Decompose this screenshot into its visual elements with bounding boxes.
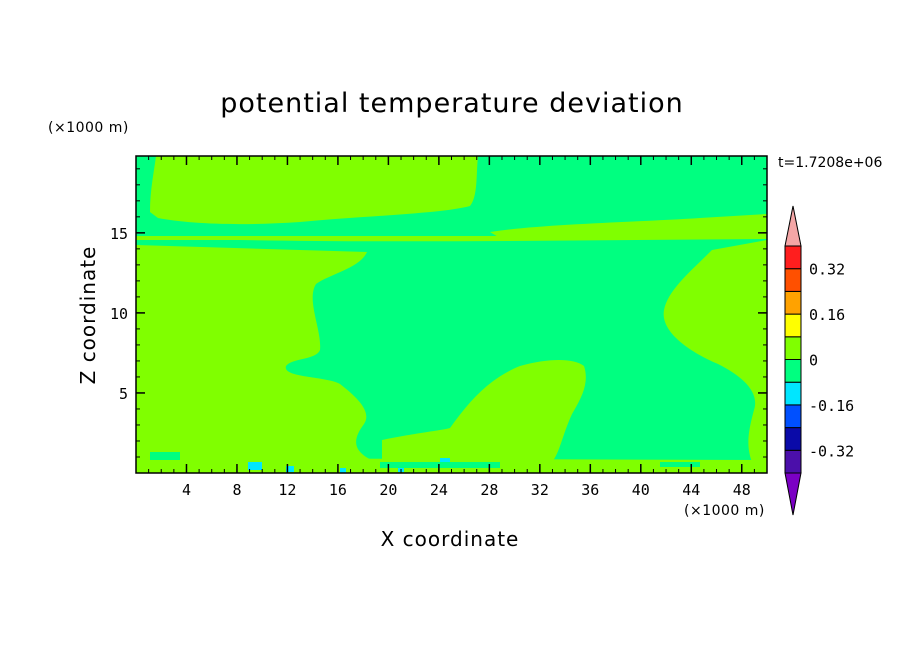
contour-field: [136, 156, 767, 473]
colorbar-box: [784, 290, 802, 315]
colorbar-box: [784, 268, 802, 292]
field-positive-center-bump: [382, 360, 586, 462]
x-tick-label: 20: [379, 481, 397, 499]
x-tick-label: 12: [278, 481, 296, 499]
colorbar-label: 0.32: [809, 261, 845, 279]
colorbar-label: 0.16: [809, 306, 845, 324]
x-tick-label: 28: [480, 481, 498, 499]
time-label: t=1.7208e+06: [778, 155, 883, 171]
x-tick-label: 40: [632, 481, 650, 499]
field-surface-negative-patches: [150, 452, 700, 468]
colorbar-box: [784, 313, 802, 338]
colorbar-box: [784, 449, 802, 474]
field-positive-right-region: [663, 240, 767, 462]
colorbar-min-triangle: [784, 472, 802, 516]
colorbar-box: [784, 245, 802, 270]
field-positive-left-region: [136, 245, 376, 473]
x-tick-label: 36: [581, 481, 599, 499]
field-positive-top-layer: [150, 156, 478, 225]
y-unit-label: (×1000 m): [48, 120, 129, 136]
colorbar-box: [784, 359, 802, 383]
field-positive-thin-band: [136, 236, 767, 242]
x-tick-label: 16: [329, 481, 347, 499]
x-tick-label: 4: [182, 481, 191, 499]
colorbar-max-triangle: [784, 205, 802, 247]
x-tick-label: 32: [531, 481, 549, 499]
colorbar-label: -0.32: [809, 442, 854, 460]
x-tick-label: 48: [733, 481, 751, 499]
x-axis: 4 8 12 16 20 24 28 32 36 40 44 48: [148, 156, 755, 499]
colorbar: 0.32 0.16 0 -0.16 -0.32: [784, 205, 854, 516]
x-tick-label: 24: [430, 481, 448, 499]
y-axis: 5 10 15: [110, 168, 767, 458]
colorbar-box: [784, 336, 802, 360]
x-unit-label: (×1000 m): [684, 503, 765, 519]
x-axis-label: X coordinate: [380, 527, 520, 551]
field-positive-top-right: [490, 214, 767, 238]
colorbar-label: 0: [809, 352, 818, 370]
y-tick-label: 10: [110, 305, 128, 323]
y-tick-label: 5: [119, 385, 128, 403]
x-tick-label: 44: [682, 481, 700, 499]
colorbar-label: -0.16: [809, 397, 854, 415]
y-tick-label: 15: [110, 225, 128, 243]
colorbar-box: [784, 427, 802, 451]
x-tick-label: 8: [232, 481, 241, 499]
chart-title: potential temperature deviation: [220, 88, 684, 119]
colorbar-box: [784, 404, 802, 429]
colorbar-box: [784, 381, 802, 406]
